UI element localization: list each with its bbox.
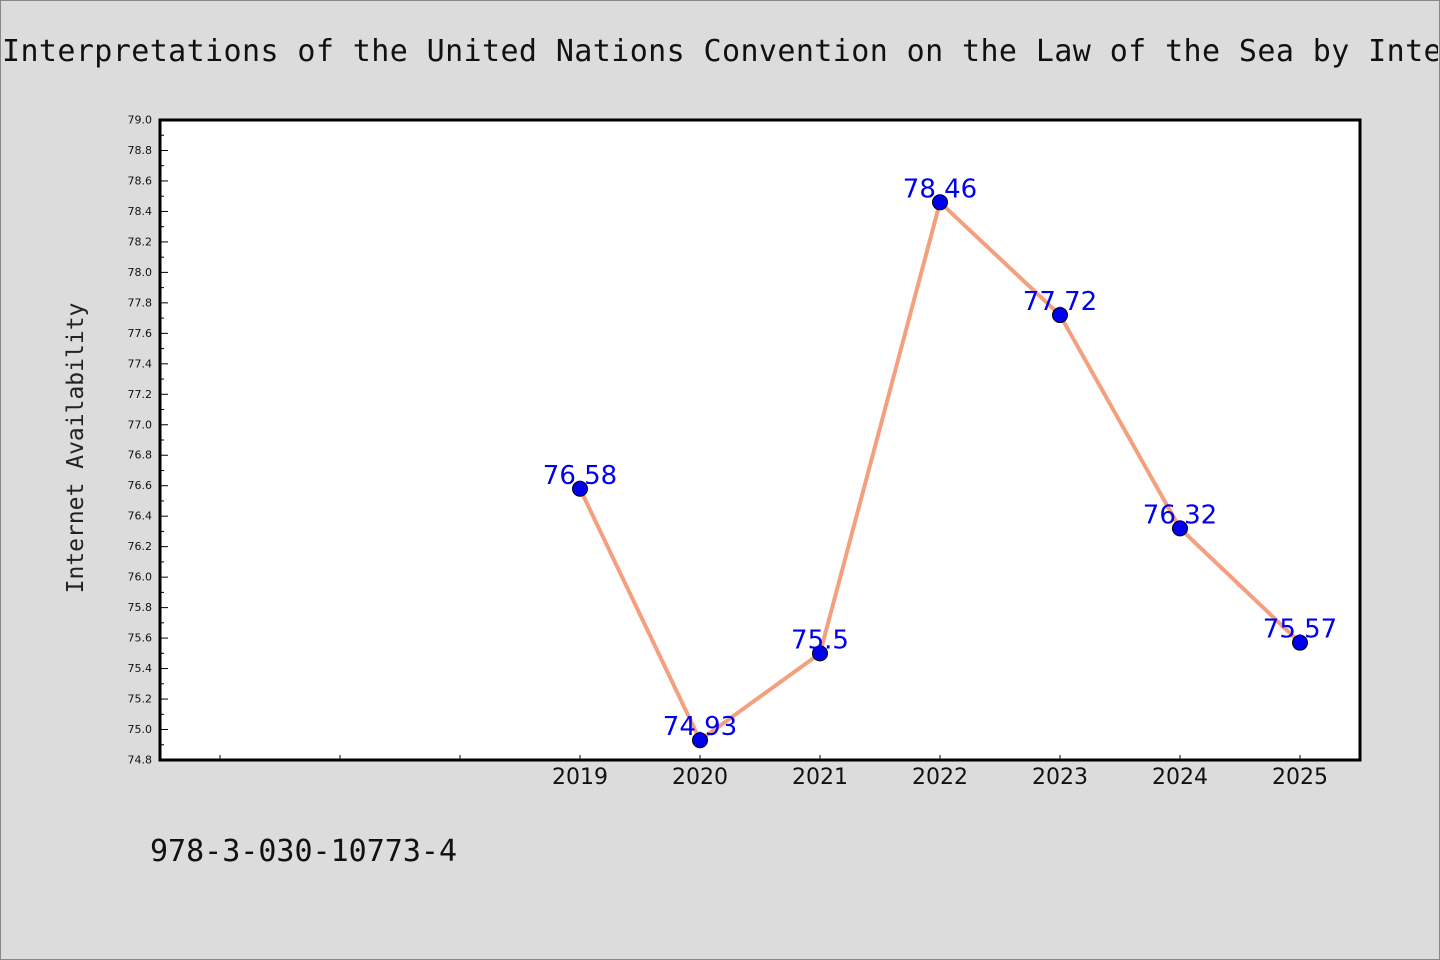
series-line-segment — [818, 200, 942, 656]
x-tick-label: 2023 — [1032, 765, 1088, 790]
y-tick-label: 74.8 — [128, 754, 153, 767]
x-tick-label: 2022 — [912, 765, 968, 790]
y-tick-label: 76.0 — [128, 571, 153, 584]
y-tick-label: 75.0 — [128, 723, 153, 736]
y-tick-label: 77.0 — [128, 418, 153, 431]
y-tick-label: 77.4 — [128, 357, 153, 370]
data-point — [812, 645, 828, 662]
x-tick-label: 2025 — [1272, 765, 1328, 790]
y-tick-label: 75.2 — [128, 693, 153, 706]
y-tick-label: 76.6 — [128, 479, 153, 492]
y-tick-label: 75.8 — [128, 601, 153, 614]
isbn-footer: 978-3-030-10773-4 — [150, 834, 458, 869]
series-line-segment — [938, 200, 1062, 318]
x-tick-label: 2024 — [1152, 765, 1208, 790]
data-point — [1172, 520, 1188, 537]
y-tick-label: 77.8 — [128, 296, 153, 309]
data-label: 76.32 — [1143, 500, 1217, 530]
y-tick-label: 78.0 — [128, 266, 153, 279]
data-label: 74.93 — [663, 712, 737, 742]
y-tick-label: 79.0 — [128, 114, 153, 127]
y-tick-label: 77.2 — [128, 388, 153, 401]
y-tick-label: 75.4 — [128, 662, 153, 675]
plot-area — [160, 120, 1360, 760]
data-label: 75.57 — [1263, 615, 1337, 645]
series-line-segment — [1058, 313, 1182, 531]
y-tick-label: 78.2 — [128, 235, 153, 248]
y-tick-label: 78.8 — [128, 144, 153, 157]
y-tick-label: 76.2 — [128, 540, 153, 553]
y-tick-label: 78.6 — [128, 174, 153, 187]
data-point — [572, 480, 588, 497]
x-tick-label: 2019 — [552, 765, 608, 790]
data-point — [932, 194, 948, 211]
y-tick-label: 76.8 — [128, 449, 153, 462]
data-point — [1052, 307, 1068, 324]
data-point — [692, 732, 708, 749]
data-point — [1292, 634, 1308, 651]
y-tick-label: 75.6 — [128, 632, 153, 645]
series-line-segment — [1178, 526, 1302, 645]
data-label: 78.46 — [903, 174, 977, 204]
y-tick-label: 77.6 — [128, 327, 153, 340]
data-label: 76.58 — [543, 461, 617, 491]
x-tick-label: 2020 — [672, 765, 728, 790]
x-tick-label: 2021 — [792, 765, 848, 790]
data-label: 77.72 — [1023, 287, 1097, 317]
plot-border — [158, 118, 1362, 762]
data-label: 75.5 — [791, 625, 849, 655]
y-tick-label: 78.4 — [128, 205, 153, 218]
series-line-segment — [698, 651, 822, 743]
series-line-segment — [578, 486, 702, 743]
chart-title: Interpretations of the United Nations Co… — [2, 34, 1438, 69]
y-tick-label: 76.4 — [128, 510, 153, 523]
